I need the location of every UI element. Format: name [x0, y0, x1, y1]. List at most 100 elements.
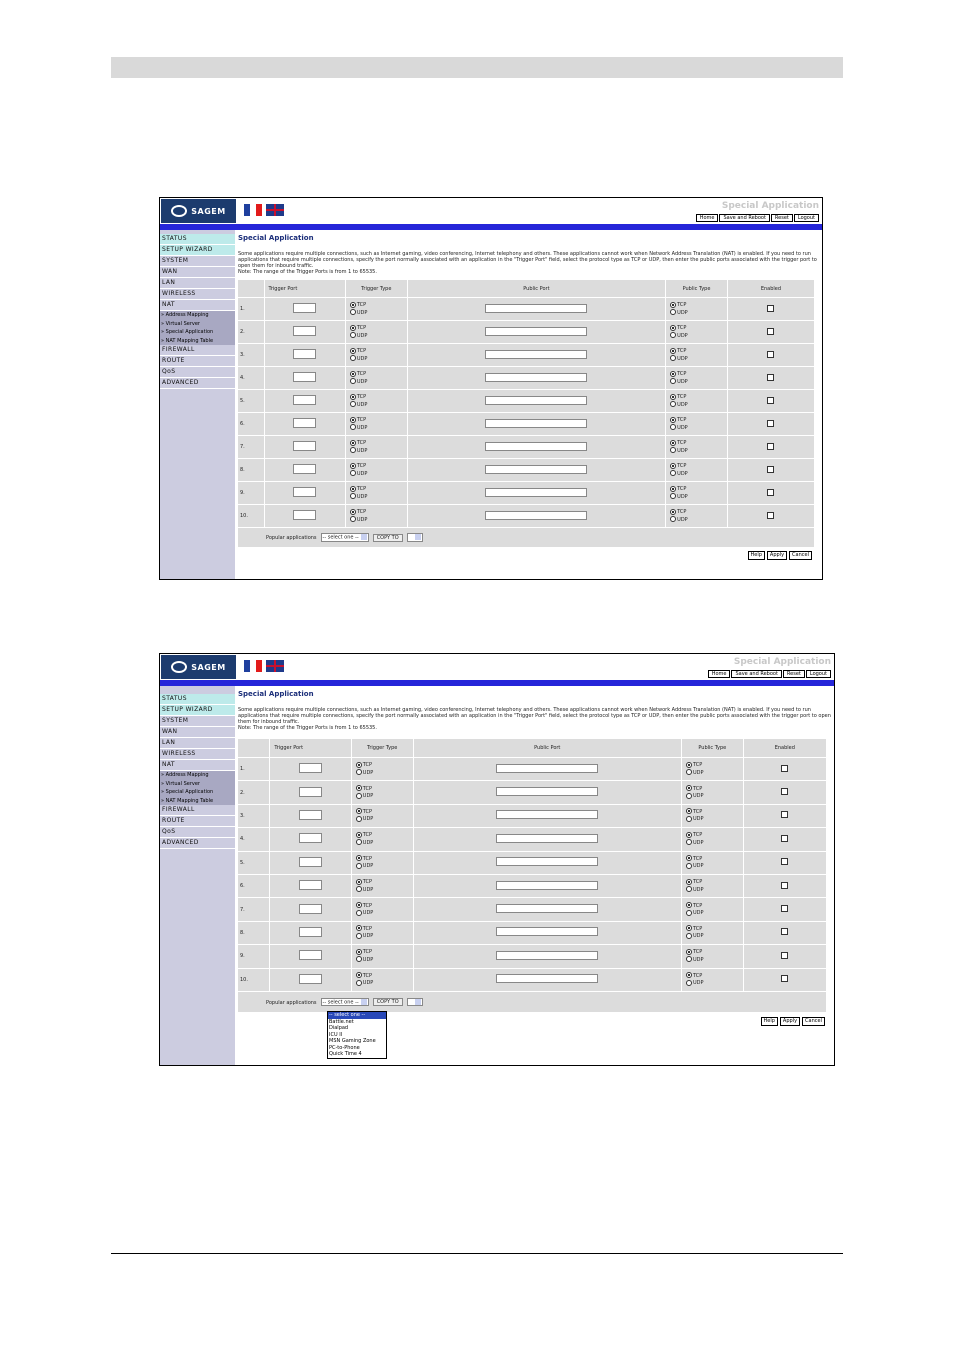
sidebar-item-nat[interactable]: NAT [160, 760, 235, 771]
udp-radio[interactable]: UDP [670, 424, 688, 431]
radio-icon[interactable] [670, 332, 677, 338]
sidebar-item-status[interactable]: STATUS [160, 694, 235, 705]
trigger-port-input[interactable] [299, 763, 323, 774]
sidebar-subitem[interactable]: » Address Mapping [160, 771, 235, 780]
sidebar-item-advanced[interactable]: ADVANCED [160, 378, 235, 389]
header-link-reset[interactable]: Reset [770, 214, 793, 222]
radio-icon[interactable] [349, 332, 356, 338]
sidebar-item-wan[interactable]: WAN [160, 727, 235, 738]
udp-radio[interactable]: UDP [670, 401, 688, 408]
radio-icon[interactable] [670, 347, 677, 354]
enabled-checkbox[interactable] [781, 788, 789, 796]
radio-icon[interactable] [349, 324, 356, 331]
chevron-down-icon[interactable] [415, 534, 422, 541]
udp-radio[interactable]: UDP [349, 332, 367, 339]
radio-icon[interactable] [349, 416, 356, 423]
radio-icon[interactable] [685, 785, 692, 792]
radio-icon[interactable] [355, 785, 362, 792]
copy-to-button[interactable]: COPY TO [372, 533, 403, 542]
tcp-radio[interactable]: TCP [355, 785, 372, 792]
popular-applications-select[interactable]: -- select one -- [320, 997, 369, 1007]
tcp-radio[interactable]: TCP [349, 324, 366, 331]
copy-to-row-select[interactable] [406, 997, 424, 1007]
radio-icon[interactable] [685, 909, 692, 916]
enabled-checkbox[interactable] [767, 419, 775, 427]
tcp-radio[interactable]: TCP [355, 808, 372, 815]
udp-radio[interactable]: UDP [355, 792, 373, 799]
header-link-logout[interactable]: Logout [793, 214, 819, 222]
french-flag-icon[interactable] [244, 204, 262, 216]
radio-icon[interactable] [670, 416, 677, 423]
radio-icon[interactable] [670, 470, 677, 476]
enabled-checkbox[interactable] [767, 488, 775, 496]
tcp-radio[interactable]: TCP [349, 462, 366, 469]
tcp-radio[interactable]: TCP [685, 855, 702, 862]
radio-icon[interactable] [670, 355, 677, 361]
tcp-radio[interactable]: TCP [670, 508, 686, 515]
chevron-down-icon[interactable] [360, 534, 367, 541]
radio-icon[interactable] [355, 932, 362, 939]
udp-radio[interactable]: UDP [349, 516, 367, 523]
header-link-save-and-reboot[interactable]: Save and Reboot [731, 670, 782, 678]
tcp-radio[interactable]: TCP [685, 925, 702, 932]
dropdown-option[interactable]: -- select one -- [328, 1012, 386, 1019]
help-button[interactable]: Help [747, 551, 765, 560]
radio-icon[interactable] [349, 424, 356, 430]
chevron-down-icon[interactable] [360, 998, 367, 1005]
udp-radio[interactable]: UDP [685, 909, 703, 916]
enabled-checkbox[interactable] [781, 951, 789, 959]
radio-icon[interactable] [355, 948, 362, 955]
udp-radio[interactable]: UDP [685, 956, 703, 963]
header-link-reset[interactable]: Reset [782, 670, 805, 678]
enabled-checkbox[interactable] [781, 905, 789, 913]
enabled-checkbox[interactable] [781, 975, 789, 983]
sidebar-subitem[interactable]: » Address Mapping [160, 311, 235, 320]
tcp-radio[interactable]: TCP [685, 902, 702, 909]
dropdown-option[interactable]: ICU II [329, 1031, 343, 1038]
radio-icon[interactable] [355, 902, 362, 909]
udp-radio[interactable]: UDP [685, 932, 703, 939]
sidebar-item-route[interactable]: ROUTE [160, 816, 235, 827]
radio-icon[interactable] [355, 878, 362, 885]
udp-radio[interactable]: UDP [349, 401, 367, 408]
sidebar-subitem[interactable]: » Special Application [160, 328, 235, 337]
radio-icon[interactable] [670, 462, 677, 469]
public-port-input[interactable] [485, 395, 588, 405]
udp-radio[interactable]: UDP [670, 447, 688, 454]
radio-icon[interactable] [349, 462, 356, 469]
sidebar-item-firewall[interactable]: FIREWALL [160, 805, 235, 816]
tcp-radio[interactable]: TCP [355, 948, 372, 955]
sidebar-subitem[interactable]: » Virtual Server [160, 319, 235, 328]
enabled-checkbox[interactable] [781, 881, 789, 889]
radio-icon[interactable] [685, 979, 692, 986]
radio-icon[interactable] [349, 347, 356, 354]
public-port-input[interactable] [496, 787, 599, 797]
sidebar-item-setup-wizard[interactable]: SETUP WIZARD [160, 245, 235, 256]
radio-icon[interactable] [355, 972, 362, 979]
udp-radio[interactable]: UDP [355, 909, 373, 916]
udp-radio[interactable]: UDP [349, 378, 367, 385]
tcp-radio[interactable]: TCP [685, 785, 702, 792]
apply-button[interactable]: Apply [779, 1017, 801, 1026]
radio-icon[interactable] [670, 324, 677, 331]
dropdown-option[interactable]: MSN Gaming Zone [329, 1038, 376, 1044]
radio-icon[interactable] [355, 909, 362, 916]
tcp-radio[interactable]: TCP [670, 347, 686, 354]
trigger-port-input[interactable] [293, 487, 317, 497]
udp-radio[interactable]: UDP [670, 332, 688, 339]
udp-radio[interactable]: UDP [670, 493, 688, 500]
radio-icon[interactable] [685, 839, 692, 846]
enabled-checkbox[interactable] [767, 511, 775, 519]
radio-icon[interactable] [685, 855, 692, 862]
radio-icon[interactable] [670, 424, 677, 430]
enabled-checkbox[interactable] [781, 811, 789, 819]
sidebar-item-qos[interactable]: QoS [160, 367, 235, 378]
radio-icon[interactable] [670, 447, 677, 453]
radio-icon[interactable] [355, 831, 362, 838]
udp-radio[interactable]: UDP [670, 378, 688, 385]
trigger-port-input[interactable] [299, 903, 323, 914]
enabled-checkbox[interactable] [781, 834, 789, 842]
sidebar-subitem[interactable]: » NAT Mapping Table [160, 336, 235, 345]
radio-icon[interactable] [670, 508, 677, 515]
english-flag-icon[interactable] [266, 204, 284, 216]
